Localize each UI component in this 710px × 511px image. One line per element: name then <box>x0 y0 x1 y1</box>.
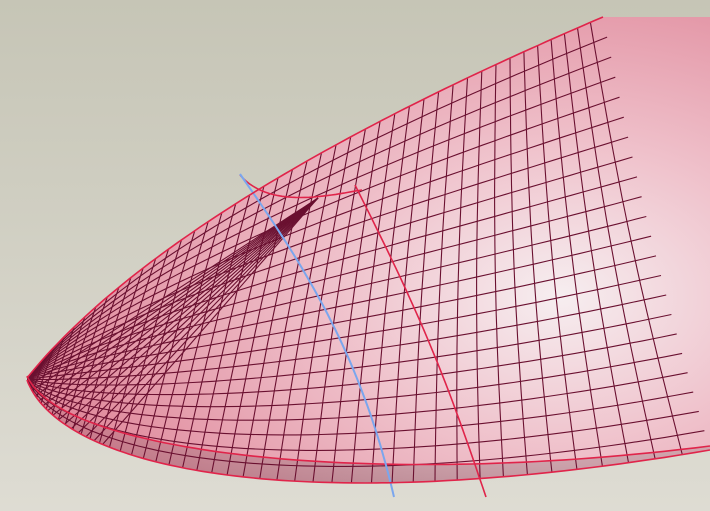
mesh-fan-line <box>70 197 319 430</box>
surface-outline <box>26 16 710 484</box>
mesh-latitude-line <box>312 128 366 483</box>
mesh-latitude-line <box>226 169 294 476</box>
mesh-latitude-line <box>32 357 46 393</box>
mesh-latitude-line <box>89 267 144 439</box>
highlighted-curve[interactable] <box>239 173 395 498</box>
mesh-latitude-line <box>576 27 656 459</box>
mesh-fan-line <box>47 197 319 411</box>
mesh-latitude-line <box>412 91 440 483</box>
surface-mesh-grid <box>27 22 705 483</box>
mesh-latitude-line <box>331 121 381 483</box>
mesh-latitude-line <box>98 258 157 444</box>
mesh-latitude-line <box>523 51 553 473</box>
mesh-latitude-line <box>550 39 603 467</box>
mesh-latitude-line <box>155 212 223 462</box>
mesh-latitude-line <box>57 306 97 420</box>
mesh-latitude-line <box>350 113 396 483</box>
mesh-latitude-line <box>509 58 528 475</box>
mesh-latitude-line <box>45 326 75 410</box>
mesh-fan-line <box>78 197 319 434</box>
mesh-latitude-line <box>537 45 578 470</box>
mesh-latitude-line <box>294 136 352 482</box>
mesh-latitude-line <box>391 98 425 483</box>
mesh-latitude-line <box>276 144 337 481</box>
mesh-latitude-line <box>130 230 196 456</box>
mesh-fan-line <box>42 197 319 407</box>
mesh-fan-line <box>31 197 319 392</box>
mesh-latitude-line <box>80 277 132 435</box>
mesh-fan-line <box>28 197 319 386</box>
mesh-latitude-line <box>182 194 251 468</box>
mesh-latitude-line <box>72 287 120 430</box>
mesh-fan-line <box>38 197 319 402</box>
mesh-latitude-line <box>563 33 630 463</box>
mesh-latitude-line <box>211 177 279 473</box>
mesh-fan-line <box>58 197 319 421</box>
mesh-latitude-line <box>434 84 454 482</box>
surface-fill <box>27 17 710 483</box>
mesh-latitude-line <box>589 22 683 455</box>
surface-rim-shading <box>27 376 710 483</box>
surface-rim-edge <box>26 375 710 466</box>
mesh-latitude-line <box>476 71 483 479</box>
mesh-fan-line <box>102 197 319 445</box>
mesh-latitude-line <box>168 203 237 466</box>
surface-patch-seam <box>354 184 487 498</box>
mesh-fan-line <box>93 197 319 442</box>
mesh-fan-line <box>52 197 319 416</box>
mesh-latitude-line <box>142 221 209 459</box>
shell-surface[interactable] <box>26 16 710 498</box>
surface-patch-boundary <box>239 174 363 199</box>
mesh-latitude-line <box>494 64 504 477</box>
mesh-latitude-line <box>119 239 183 452</box>
mesh-latitude-line <box>370 106 410 483</box>
mesh-fan-line <box>64 197 319 425</box>
mesh-latitude-line <box>196 186 265 471</box>
mesh-fan-line <box>85 197 319 438</box>
mesh-latitude-line <box>36 346 55 398</box>
mesh-fan-line <box>34 197 319 397</box>
